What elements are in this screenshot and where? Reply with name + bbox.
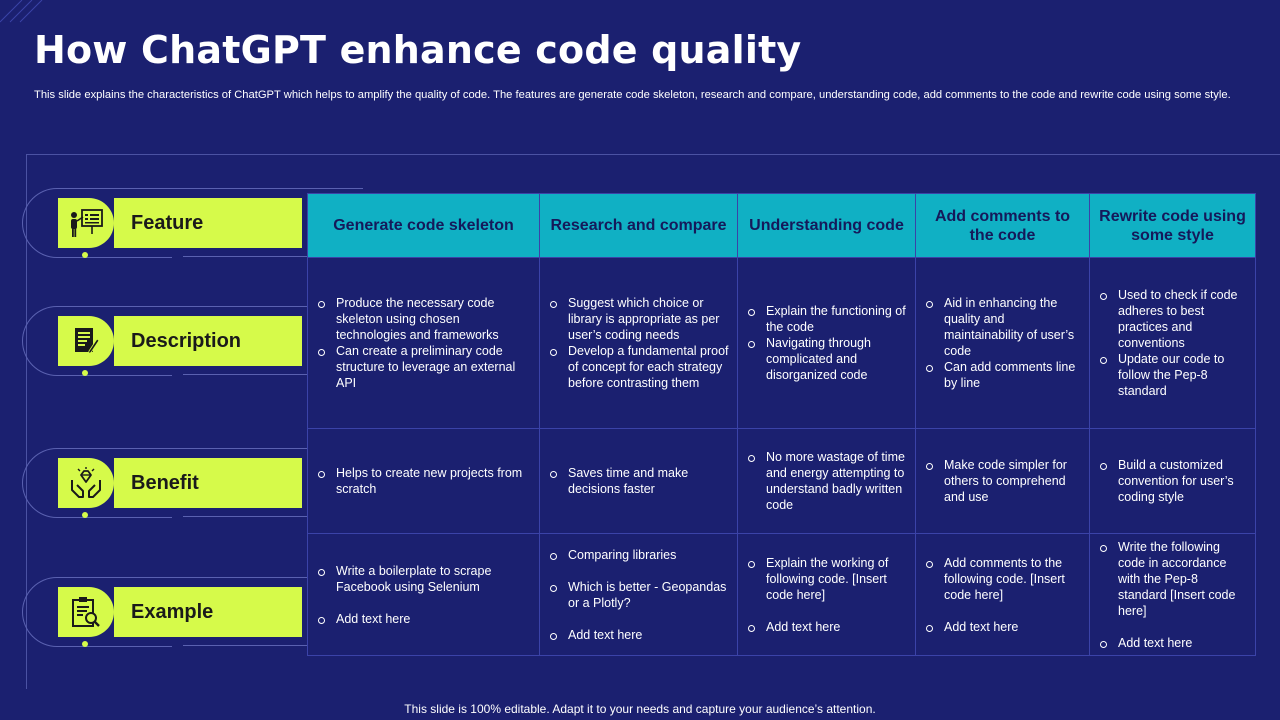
bullet-item: Aid in enhancing the quality and maintai… xyxy=(926,295,1081,359)
bullet-item: Make code simpler for others to comprehe… xyxy=(926,457,1081,505)
table-row-description: Produce the necessary code skeleton usin… xyxy=(307,257,1256,429)
header-rewrite-code: Rewrite code using some style xyxy=(1089,193,1256,258)
bullet-item: Add text here xyxy=(748,619,907,635)
frame-divider-top xyxy=(26,154,1280,155)
bullet-item: Suggest which choice or library is appro… xyxy=(550,295,729,343)
table-cell: Used to check if code adheres to best pr… xyxy=(1089,257,1256,429)
clipboard-search-icon xyxy=(58,587,114,637)
bullet-item: Navigating through complicated and disor… xyxy=(748,335,907,383)
bullet-item: Which is better - Geopandas or a Plotly? xyxy=(550,579,729,611)
table-cell: Suggest which choice or library is appro… xyxy=(539,257,738,429)
bullet-item: Update our code to follow the Pep-8 stan… xyxy=(1100,351,1247,399)
row-label-description: Description xyxy=(22,306,363,376)
bullet-item: Can create a preliminary code structure … xyxy=(318,343,531,391)
table-cell: Add comments to the following code. [Ins… xyxy=(915,533,1090,656)
bullet-item: No more wastage of time and energy attem… xyxy=(748,449,907,513)
table-cell: Helps to create new projects from scratc… xyxy=(307,428,540,534)
bullet-item: Add text here xyxy=(1100,635,1247,651)
features-table: Generate code skeleton Research and comp… xyxy=(307,193,1256,656)
bullet-item: Helps to create new projects from scratc… xyxy=(318,465,531,497)
presentation-icon xyxy=(58,198,114,248)
table-cell: Explain the working of following code. [… xyxy=(737,533,916,656)
bullet-item: Write the following code in accordance w… xyxy=(1100,539,1247,619)
bullet-item: Explain the functioning of the code xyxy=(748,303,907,335)
table-cell: No more wastage of time and energy attem… xyxy=(737,428,916,534)
row-label-feature: Feature xyxy=(22,188,363,258)
table-cell: Build a customized convention for user’s… xyxy=(1089,428,1256,534)
table-cell: Comparing libraries Which is better - Ge… xyxy=(539,533,738,656)
document-pen-icon xyxy=(58,316,114,366)
corner-decoration xyxy=(0,0,43,23)
bullet-item: Saves time and make decisions faster xyxy=(550,465,729,497)
row-label-text: Benefit xyxy=(131,472,199,494)
table-row-example: Write a boilerplate to scrape Facebook u… xyxy=(307,533,1256,656)
header-generate-code-skeleton: Generate code skeleton xyxy=(307,193,540,258)
row-label-benefit: Benefit xyxy=(22,448,363,518)
table-cell: Saves time and make decisions faster xyxy=(539,428,738,534)
header-research-and-compare: Research and compare xyxy=(539,193,738,258)
bullet-item: Comparing libraries xyxy=(550,547,729,563)
bullet-item: Add text here xyxy=(550,627,729,643)
table-cell: Produce the necessary code skeleton usin… xyxy=(307,257,540,429)
row-label-text: Example xyxy=(131,601,214,623)
row-label-text: Description xyxy=(131,330,242,352)
bullet-item: Used to check if code adheres to best pr… xyxy=(1100,287,1247,351)
header-understanding-code: Understanding code xyxy=(737,193,916,258)
page-title: How ChatGPT enhance code quality xyxy=(34,28,802,72)
row-label-text: Feature xyxy=(131,212,204,234)
row-label-example: Example xyxy=(22,577,363,647)
frame-divider-left xyxy=(26,154,27,689)
table-cell: Write a boilerplate to scrape Facebook u… xyxy=(307,533,540,656)
table-cell: Write the following code in accordance w… xyxy=(1089,533,1256,656)
bullet-item: Can add comments line by line xyxy=(926,359,1081,391)
footer-note: This slide is 100% editable. Adapt it to… xyxy=(404,702,876,716)
bullet-item: Add text here xyxy=(318,611,531,627)
bullet-item: Develop a fundamental proof of concept f… xyxy=(550,343,729,391)
hands-diamond-icon xyxy=(58,458,114,508)
table-row-benefit: Helps to create new projects from scratc… xyxy=(307,428,1256,534)
page-subtitle: This slide explains the characteristics … xyxy=(34,89,1231,101)
bullet-item: Add comments to the following code. [Ins… xyxy=(926,555,1081,603)
table-cell: Aid in enhancing the quality and maintai… xyxy=(915,257,1090,429)
header-add-comments: Add comments to the code xyxy=(915,193,1090,258)
bullet-item: Build a customized convention for user’s… xyxy=(1100,457,1247,505)
table-cell: Explain the functioning of the code Navi… xyxy=(737,257,916,429)
bullet-item: Explain the working of following code. [… xyxy=(748,555,907,603)
bullet-item: Write a boilerplate to scrape Facebook u… xyxy=(318,563,531,595)
bullet-item: Add text here xyxy=(926,619,1081,635)
table-cell: Make code simpler for others to comprehe… xyxy=(915,428,1090,534)
bullet-item: Produce the necessary code skeleton usin… xyxy=(318,295,531,343)
table-header-row: Generate code skeleton Research and comp… xyxy=(307,193,1256,258)
